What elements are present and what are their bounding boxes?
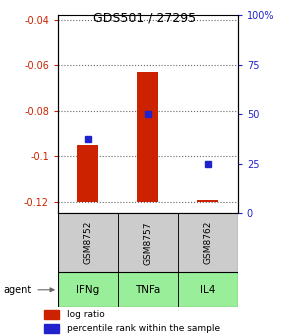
Text: IL4: IL4 — [200, 285, 215, 295]
Text: GDS501 / 27295: GDS501 / 27295 — [93, 12, 197, 25]
Text: log ratio: log ratio — [67, 310, 104, 319]
Bar — [178, 213, 238, 272]
Text: IFNg: IFNg — [76, 285, 99, 295]
Bar — [58, 272, 118, 307]
Text: GSM8762: GSM8762 — [203, 221, 212, 264]
Text: GSM8752: GSM8752 — [84, 221, 93, 264]
Bar — [44, 310, 59, 319]
Bar — [178, 272, 238, 307]
Bar — [58, 213, 118, 272]
Bar — [44, 324, 59, 333]
Bar — [137, 72, 158, 202]
Text: percentile rank within the sample: percentile rank within the sample — [67, 324, 220, 333]
Bar — [77, 145, 98, 202]
Text: TNFa: TNFa — [135, 285, 161, 295]
Text: agent: agent — [3, 285, 31, 295]
Bar — [118, 272, 178, 307]
Bar — [118, 213, 178, 272]
Text: GSM8757: GSM8757 — [143, 221, 153, 264]
Bar — [197, 200, 218, 202]
